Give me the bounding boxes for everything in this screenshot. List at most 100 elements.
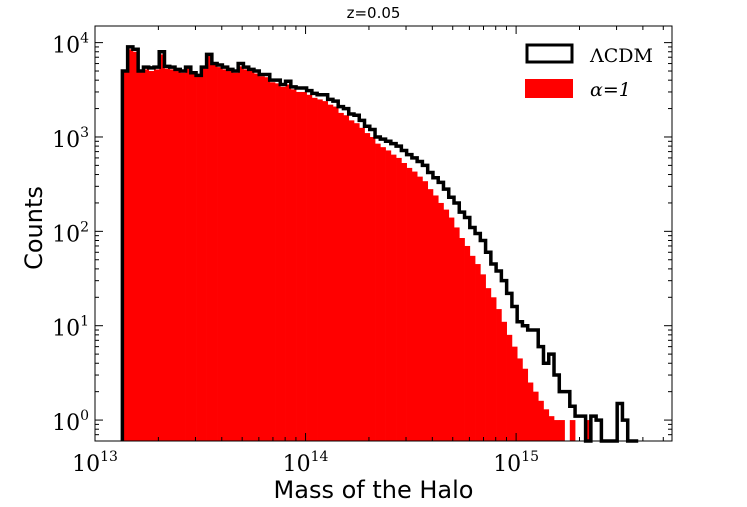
histogram-bar: [485, 288, 492, 441]
histogram-bar: [138, 71, 144, 442]
y-tick-label: 101: [52, 314, 89, 342]
histogram-bar: [159, 54, 165, 441]
x-tick-label: 1014: [283, 449, 329, 477]
histogram-bar: [353, 123, 360, 441]
histogram-bar: [132, 51, 139, 441]
histogram-bar: [480, 274, 486, 441]
histogram-bar: [380, 147, 386, 441]
x-tick-label: 1015: [493, 449, 539, 477]
legend-label-lcdm: ΛCDM: [589, 45, 653, 67]
histogram-bar: [175, 71, 181, 442]
y-tick-label: 100: [52, 408, 89, 436]
axis-tick-labels: 1013 1014 1015 100 101 102 103 104: [52, 31, 539, 477]
histogram-bar: [206, 56, 213, 441]
histogram-bar: [227, 71, 234, 442]
histogram-bar: [438, 202, 444, 441]
histogram-bar: [554, 420, 560, 441]
histogram-bar: [401, 163, 407, 441]
x-tick-label: 1013: [72, 449, 118, 477]
histogram-bar: [190, 74, 197, 441]
histogram-bar: [548, 416, 555, 441]
histogram-bar: [411, 171, 418, 441]
histogram-bar: [406, 167, 413, 442]
histogram-bar: [464, 245, 471, 441]
histogram-bar: [327, 104, 334, 442]
y-tick-label: 102: [52, 219, 89, 247]
histogram-bar: [164, 68, 171, 441]
y-axis-label: Counts: [20, 186, 48, 270]
histogram-bar: [443, 209, 450, 441]
legend-swatch-alpha: [525, 79, 573, 98]
histogram-bar: [148, 71, 155, 442]
axis-ticks: [94, 26, 672, 442]
histogram-bar: [322, 101, 329, 441]
histogram-bar: [185, 68, 192, 441]
histogram-bar: [511, 346, 518, 441]
histogram-bar: [248, 71, 255, 442]
alpha-series-bars: [122, 49, 592, 442]
histogram-bar: [532, 391, 539, 441]
histogram-bar: [169, 69, 176, 441]
histogram-bar: [396, 157, 402, 441]
legend-label-alpha: α=1: [590, 79, 631, 101]
histogram-bar: [501, 321, 507, 441]
plot-frame: [94, 25, 673, 442]
histogram-bar: [180, 72, 186, 441]
histogram-bar: [538, 400, 544, 441]
histogram-bar: [348, 120, 355, 442]
histogram-bar: [317, 99, 323, 442]
lcdm-series-line: [120, 45, 639, 443]
histogram-bar: [153, 69, 160, 441]
histogram-bar: [459, 238, 465, 441]
histogram-bar: [143, 69, 150, 441]
y-tick-label: 103: [52, 125, 89, 153]
legend-swatch-lcdm: [525, 43, 574, 64]
histogram-bar: [475, 264, 481, 441]
y-tick-label: 104: [52, 31, 89, 59]
histogram-bar: [522, 368, 529, 441]
histogram-bar: [201, 68, 207, 441]
histogram-bar: [196, 76, 202, 441]
histogram-bar: [506, 334, 513, 441]
histogram-bar: [390, 154, 397, 441]
histogram-bar: [217, 67, 223, 442]
histogram-bar: [427, 189, 434, 441]
histogram-bar: [290, 89, 297, 441]
histogram-bar: [569, 420, 576, 441]
histogram-bar: [301, 91, 307, 442]
histogram-bar: [527, 382, 534, 441]
histogram-bar: [306, 94, 313, 441]
histogram-bar: [359, 127, 365, 441]
histogram-bar: [269, 82, 276, 442]
histogram-bar: [343, 115, 350, 441]
histogram-bar: [253, 73, 260, 441]
histogram-bar: [332, 106, 339, 441]
histogram-bar: [454, 227, 460, 441]
histogram-bar: [122, 71, 128, 442]
histogram-bar: [296, 91, 302, 442]
histogram-bar: [232, 72, 239, 441]
histogram-bar: [211, 64, 218, 441]
histogram-bar: [490, 297, 497, 441]
histogram-bar: [275, 83, 281, 442]
histogram-bar: [280, 86, 286, 441]
x-axis-label: Mass of the Halo: [273, 476, 474, 504]
histogram-bar: [311, 97, 318, 441]
histogram-bar: [543, 409, 550, 441]
chart-title: z=0.05: [346, 4, 401, 22]
histogram-bar: [448, 217, 455, 441]
histogram-bar: [243, 69, 250, 441]
histogram-bar: [127, 49, 134, 441]
histogram-bar: [559, 420, 565, 441]
histogram-bar: [385, 150, 392, 441]
histogram-bar: [417, 176, 423, 441]
histogram-bar: [496, 309, 502, 441]
histogram-bar: [585, 420, 592, 441]
histogram-bar: [469, 255, 476, 441]
histogram-bar: [422, 181, 429, 441]
histogram-bar: [369, 136, 376, 442]
legend: ΛCDM α=1: [525, 43, 653, 101]
histogram-bar: [432, 195, 439, 441]
